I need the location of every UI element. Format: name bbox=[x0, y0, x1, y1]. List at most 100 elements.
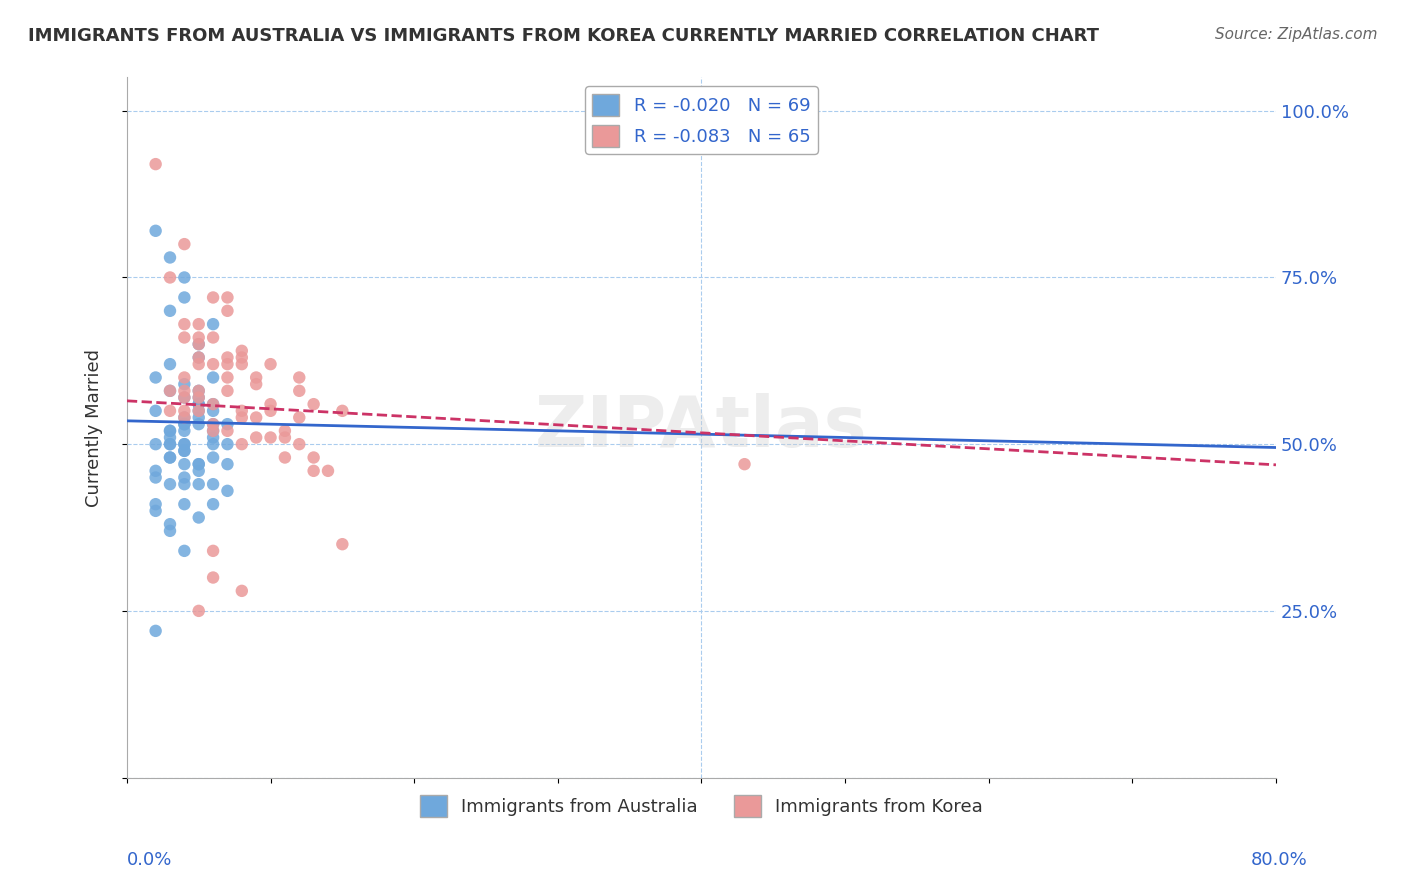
Point bbox=[202, 570, 225, 584]
Point bbox=[274, 430, 297, 444]
Point bbox=[173, 391, 195, 405]
Point bbox=[159, 437, 181, 451]
Point bbox=[145, 404, 167, 418]
Point bbox=[202, 417, 225, 432]
Point bbox=[245, 430, 267, 444]
Point bbox=[187, 464, 209, 478]
Point bbox=[159, 477, 181, 491]
Point bbox=[173, 290, 195, 304]
Point bbox=[173, 330, 195, 344]
Point bbox=[274, 450, 297, 465]
Point bbox=[173, 377, 195, 392]
Point bbox=[173, 404, 195, 418]
Point bbox=[173, 317, 195, 331]
Point bbox=[159, 251, 181, 265]
Point bbox=[259, 357, 281, 371]
Point bbox=[231, 437, 253, 451]
Point bbox=[302, 397, 325, 411]
Point bbox=[173, 237, 195, 252]
Point bbox=[173, 497, 195, 511]
Point bbox=[159, 517, 181, 532]
Point bbox=[274, 424, 297, 438]
Point bbox=[202, 450, 225, 465]
Point bbox=[159, 437, 181, 451]
Point bbox=[202, 424, 225, 438]
Point bbox=[245, 370, 267, 384]
Point bbox=[159, 357, 181, 371]
Point bbox=[187, 397, 209, 411]
Point bbox=[187, 397, 209, 411]
Point bbox=[173, 270, 195, 285]
Point bbox=[217, 357, 239, 371]
Point bbox=[202, 370, 225, 384]
Point bbox=[173, 544, 195, 558]
Point bbox=[202, 330, 225, 344]
Point bbox=[173, 424, 195, 438]
Point bbox=[259, 404, 281, 418]
Point bbox=[173, 470, 195, 484]
Point bbox=[231, 583, 253, 598]
Point bbox=[187, 404, 209, 418]
Point bbox=[316, 464, 339, 478]
Point bbox=[217, 384, 239, 398]
Point bbox=[187, 330, 209, 344]
Point bbox=[187, 337, 209, 351]
Point bbox=[202, 430, 225, 444]
Point bbox=[159, 384, 181, 398]
Point bbox=[145, 157, 167, 171]
Point bbox=[159, 424, 181, 438]
Point bbox=[159, 384, 181, 398]
Point bbox=[202, 404, 225, 418]
Point bbox=[330, 404, 353, 418]
Point bbox=[202, 544, 225, 558]
Point bbox=[187, 477, 209, 491]
Point bbox=[202, 477, 225, 491]
Point bbox=[159, 450, 181, 465]
Point bbox=[145, 370, 167, 384]
Point bbox=[217, 483, 239, 498]
Point bbox=[217, 457, 239, 471]
Point bbox=[159, 450, 181, 465]
Point bbox=[288, 384, 311, 398]
Point bbox=[231, 410, 253, 425]
Point bbox=[145, 470, 167, 484]
Point bbox=[217, 424, 239, 438]
Point bbox=[187, 351, 209, 365]
Point bbox=[187, 410, 209, 425]
Y-axis label: Currently Married: Currently Married bbox=[86, 349, 103, 507]
Point bbox=[145, 224, 167, 238]
Point bbox=[173, 410, 195, 425]
Point bbox=[217, 351, 239, 365]
Point bbox=[145, 464, 167, 478]
Point bbox=[173, 370, 195, 384]
Point bbox=[187, 317, 209, 331]
Legend: Immigrants from Australia, Immigrants from Korea: Immigrants from Australia, Immigrants fr… bbox=[412, 788, 990, 824]
Text: 80.0%: 80.0% bbox=[1251, 851, 1308, 869]
Point bbox=[187, 404, 209, 418]
Point bbox=[217, 303, 239, 318]
Point bbox=[202, 357, 225, 371]
Point bbox=[159, 303, 181, 318]
Point bbox=[259, 430, 281, 444]
Point bbox=[173, 443, 195, 458]
Point bbox=[173, 410, 195, 425]
Point bbox=[202, 317, 225, 331]
Point bbox=[173, 477, 195, 491]
Point bbox=[145, 504, 167, 518]
Point bbox=[173, 437, 195, 451]
Point bbox=[173, 417, 195, 432]
Point bbox=[245, 377, 267, 392]
Point bbox=[217, 290, 239, 304]
Point bbox=[145, 624, 167, 638]
Point bbox=[187, 384, 209, 398]
Point bbox=[202, 397, 225, 411]
Point bbox=[187, 604, 209, 618]
Point bbox=[173, 391, 195, 405]
Point bbox=[217, 437, 239, 451]
Point bbox=[173, 417, 195, 432]
Point bbox=[231, 351, 253, 365]
Point bbox=[330, 537, 353, 551]
Point bbox=[217, 370, 239, 384]
Text: IMMIGRANTS FROM AUSTRALIA VS IMMIGRANTS FROM KOREA CURRENTLY MARRIED CORRELATION: IMMIGRANTS FROM AUSTRALIA VS IMMIGRANTS … bbox=[28, 27, 1099, 45]
Point bbox=[187, 510, 209, 524]
